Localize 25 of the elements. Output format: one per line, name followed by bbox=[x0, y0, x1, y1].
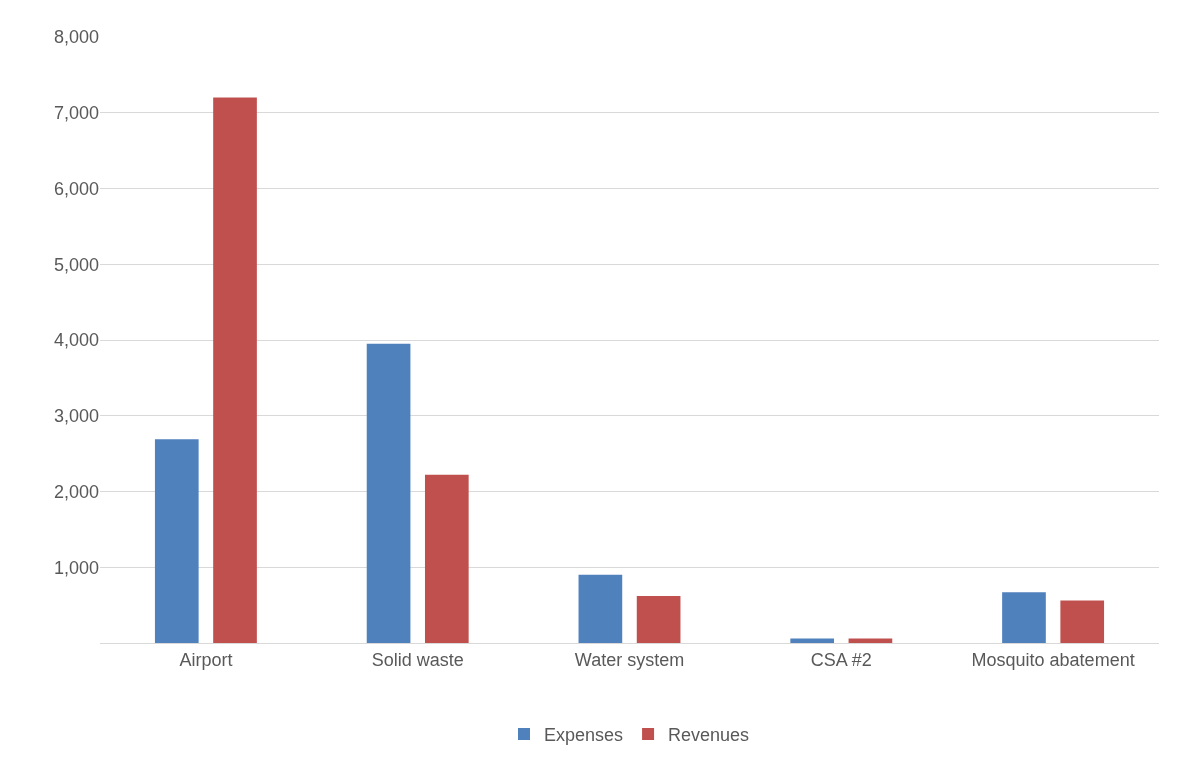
bar bbox=[1002, 592, 1046, 643]
bar bbox=[424, 474, 469, 643]
y-tick-label: 3,000 bbox=[53, 406, 99, 427]
bar bbox=[154, 439, 199, 643]
legend-label: Expenses bbox=[544, 724, 624, 745]
x-tick-label: Airport bbox=[179, 649, 233, 670]
y-tick-label: 6,000 bbox=[53, 178, 99, 199]
y-tick-label: 7,000 bbox=[53, 103, 99, 124]
bar bbox=[636, 596, 681, 643]
bar bbox=[578, 574, 623, 643]
bar bbox=[366, 343, 411, 643]
x-tick-label: CSA #2 bbox=[810, 649, 872, 670]
bar bbox=[213, 97, 257, 643]
y-tick-label: 5,000 bbox=[53, 254, 99, 275]
bar bbox=[1060, 600, 1105, 643]
y-tick-label: 1,000 bbox=[53, 557, 99, 578]
bar bbox=[848, 638, 893, 643]
y-tick-label: 4,000 bbox=[53, 330, 99, 351]
y-tick-label: 2,000 bbox=[53, 481, 99, 502]
y-tick-label: 8,000 bbox=[53, 27, 99, 48]
legend-label: Revenues bbox=[668, 724, 750, 745]
x-tick-label: Mosquito abatement bbox=[971, 649, 1135, 670]
x-tick-label: Water system bbox=[574, 649, 685, 670]
bar bbox=[790, 638, 835, 643]
x-tick-label: Solid waste bbox=[371, 649, 464, 670]
